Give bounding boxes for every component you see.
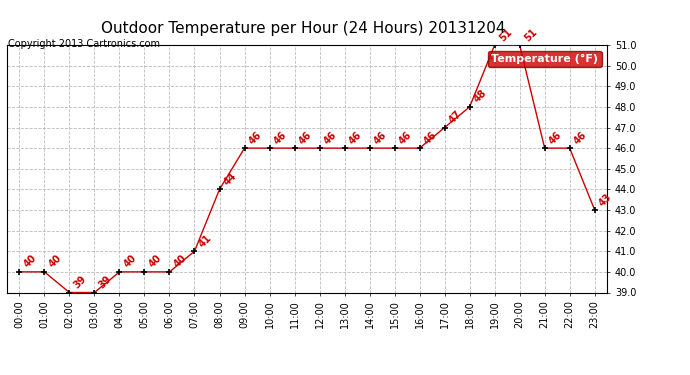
Text: 39: 39 — [72, 274, 88, 290]
Text: 51: 51 — [522, 26, 539, 43]
Text: 51: 51 — [497, 26, 514, 43]
Text: 47: 47 — [447, 109, 464, 125]
Text: 39: 39 — [97, 274, 114, 290]
Text: 46: 46 — [572, 129, 589, 146]
Text: 46: 46 — [297, 129, 314, 146]
Text: 46: 46 — [322, 129, 339, 146]
Text: 46: 46 — [422, 129, 439, 146]
Text: Copyright 2013 Cartronics.com: Copyright 2013 Cartronics.com — [8, 39, 160, 50]
Text: 40: 40 — [147, 253, 164, 270]
Text: 46: 46 — [247, 129, 264, 146]
Text: 46: 46 — [372, 129, 388, 146]
Text: 44: 44 — [222, 171, 239, 188]
Text: 46: 46 — [547, 129, 564, 146]
Text: 48: 48 — [472, 88, 489, 105]
Text: 40: 40 — [22, 253, 39, 270]
Text: 40: 40 — [47, 253, 63, 270]
Text: 40: 40 — [172, 253, 188, 270]
Text: Outdoor Temperature per Hour (24 Hours) 20131204: Outdoor Temperature per Hour (24 Hours) … — [101, 21, 506, 36]
Text: 43: 43 — [598, 191, 614, 208]
Legend: Temperature (°F): Temperature (°F) — [488, 51, 602, 67]
Text: 41: 41 — [197, 232, 214, 249]
Text: 46: 46 — [347, 129, 364, 146]
Text: 40: 40 — [122, 253, 139, 270]
Text: 46: 46 — [272, 129, 288, 146]
Text: 46: 46 — [397, 129, 414, 146]
